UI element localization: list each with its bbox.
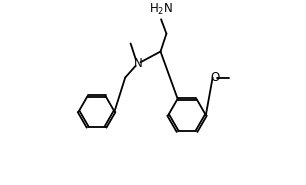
Text: N: N: [133, 57, 142, 70]
Text: O: O: [210, 71, 219, 84]
Text: H$_2$N: H$_2$N: [149, 2, 173, 18]
